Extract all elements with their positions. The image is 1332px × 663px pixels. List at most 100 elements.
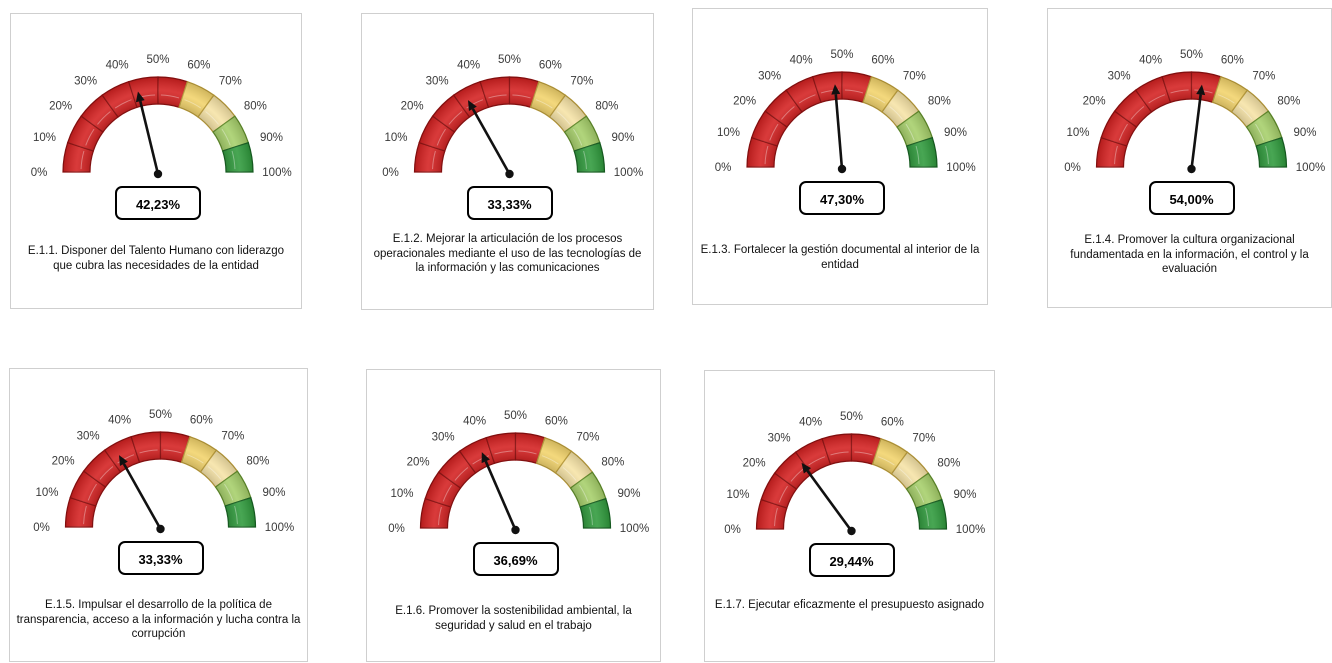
gauge-tick-label: 90%	[1293, 127, 1316, 139]
gauge-segment-bevel	[774, 507, 778, 527]
gauge-segment-bevel	[562, 467, 577, 481]
gauge-segment-bevel	[1118, 123, 1128, 141]
gauge-value-box: 33,33%	[117, 541, 204, 575]
gauge-segment-shade	[480, 77, 510, 108]
gauge-segment-bevel	[915, 145, 920, 165]
gauge-card-e13: 0% 10% 20% 30% 40% 50% 60% 70% 80% 90% 100% 47,30%…	[692, 8, 988, 305]
gauge-segment-shade	[795, 438, 831, 474]
gauge-segment-bevel	[163, 449, 182, 454]
gauge-segment-shade	[509, 77, 539, 108]
gauge-tick-label: 90%	[260, 132, 283, 144]
gauge-needle-tip	[831, 84, 841, 95]
gauge-segment-bevel	[85, 128, 95, 146]
gauge-tick-label: 30%	[432, 432, 455, 444]
gauge-segment-bevel	[207, 466, 222, 480]
gauge-tick-label: 30%	[1108, 71, 1131, 83]
gauge-e13: 0% 10% 20% 30% 40% 50% 60% 70% 80% 90% 100%	[715, 49, 976, 174]
gauge-tick-label: 30%	[768, 433, 791, 445]
gauge-tick-label: 80%	[246, 456, 269, 468]
gauge-segment-bevel	[442, 484, 452, 502]
gauge-segment-bevel	[905, 123, 915, 141]
gauge-caption: E.1.6. Promover la sostenibilidad ambien…	[395, 605, 632, 632]
gauge-segment-shade	[213, 116, 249, 151]
gauge-tick-label: 10%	[33, 132, 56, 144]
gauge-tick-label: 40%	[1139, 55, 1162, 67]
gauge-segment-shade	[1101, 111, 1137, 146]
gauge-segment-bevel	[160, 94, 180, 99]
gauge-tick-label: 50%	[830, 49, 853, 61]
gauge-needle	[122, 463, 162, 530]
gauge-tick-label: 80%	[601, 457, 624, 469]
gauge-needle	[139, 100, 160, 175]
gauge-needle-hub	[1187, 164, 1196, 174]
gauge-tick-label: 100%	[1296, 162, 1325, 174]
gauge-segment-shade	[1246, 111, 1282, 146]
gauge-tick-label: 10%	[391, 488, 414, 500]
gauge-tick-label: 40%	[106, 60, 129, 72]
gauge-tick-label: 0%	[31, 167, 48, 179]
gauge-value-box: 42,23%	[115, 186, 201, 220]
gauge-segment-bevel	[541, 455, 559, 465]
gauge-tick-label: 40%	[463, 416, 486, 428]
gauge-segment-shade	[222, 142, 253, 172]
gauge-value-box: 29,44%	[808, 543, 895, 577]
gauge-segment-shade	[181, 436, 217, 472]
gauge-needle-hub	[156, 524, 165, 534]
gauge-segment-shade	[1135, 76, 1171, 112]
gauge-segment-shade	[486, 433, 516, 464]
gauge-tick-label: 60%	[190, 415, 213, 427]
gauge-tick-label: 90%	[617, 488, 640, 500]
gauge-tick-label: 30%	[758, 71, 781, 83]
gauge-tick-label: 60%	[881, 417, 904, 429]
gauge-tick-label: 80%	[244, 101, 267, 113]
gauge-segment-bevel	[99, 466, 114, 480]
gauge-segment-bevel	[589, 506, 593, 526]
gauge-segment-bevel	[186, 454, 204, 464]
gauge-segment-bevel	[83, 505, 87, 525]
gauge-tick-label: 50%	[1180, 49, 1203, 61]
gauge-tick-label: 60%	[871, 55, 894, 67]
gauge-segment-shade	[102, 81, 137, 117]
gauge-segment-bevel	[877, 456, 895, 466]
gauge-e15: 0% 10% 20% 30% 40% 50% 60% 70% 80% 90% 100%	[33, 409, 294, 534]
gauge-card-e15: 0% 10% 20% 30% 40% 50% 60% 70% 80% 90% 100% 33,33%…	[9, 368, 308, 662]
gauge-segment-bevel	[438, 506, 442, 526]
gauge-segment-bevel	[518, 450, 537, 455]
gauge-tick-label: 60%	[187, 60, 210, 72]
gauge-tick-label: 0%	[388, 523, 405, 535]
gauge-card-e12: 0% 10% 20% 30% 40% 50% 60% 70% 80% 90% 100% 33,33%…	[361, 13, 654, 310]
gauge-tick-label: 60%	[545, 416, 568, 428]
gauge-tick-label: 10%	[727, 489, 750, 501]
gauge-caption: E.1.4. Promover la cultura organizaciona…	[1070, 234, 1309, 275]
gauge-segment-shade	[67, 116, 103, 151]
gauge-segment-shade	[179, 81, 214, 117]
gauge-tick-label: 70%	[219, 76, 242, 88]
gauge-e12: 0% 10% 20% 30% 40% 50% 60% 70% 80% 90% 100%	[382, 54, 643, 179]
gauge-segment-shade	[916, 499, 947, 529]
gauge-segment-bevel	[472, 455, 490, 465]
gauge-segment-bevel	[234, 505, 238, 525]
gauge-segment-bevel	[231, 150, 236, 170]
gauge-segment-bevel	[1114, 145, 1118, 165]
gauge-tick-label: 60%	[539, 60, 562, 72]
gauge-tick-label: 90%	[262, 487, 285, 499]
gauge-segment-shade	[564, 116, 600, 151]
gauge-segment-shade	[574, 142, 605, 172]
gauge-segment-shade	[786, 76, 821, 112]
gauge-segment-shade	[225, 497, 256, 527]
gauge-tick-label: 70%	[912, 433, 935, 445]
gauge-segment-shade	[747, 137, 778, 167]
gauge-segment-bevel	[1255, 123, 1265, 141]
gauge-needle-hub	[505, 169, 514, 179]
gauge-segment-bevel	[808, 456, 826, 466]
gauge-segment-shade	[104, 436, 140, 472]
gauge-tick-label: 100%	[620, 523, 649, 535]
gauge-value-box: 36,69%	[472, 542, 559, 576]
gauge-segment-shade	[70, 471, 106, 506]
gauge-segment-bevel	[1130, 106, 1145, 120]
gauge-needle	[806, 470, 853, 532]
gauge-segment-bevel	[114, 99, 132, 109]
gauge-segment-shade	[822, 434, 852, 465]
gauge-needle-tip	[467, 100, 477, 112]
gauge-segment-shade	[425, 472, 461, 507]
